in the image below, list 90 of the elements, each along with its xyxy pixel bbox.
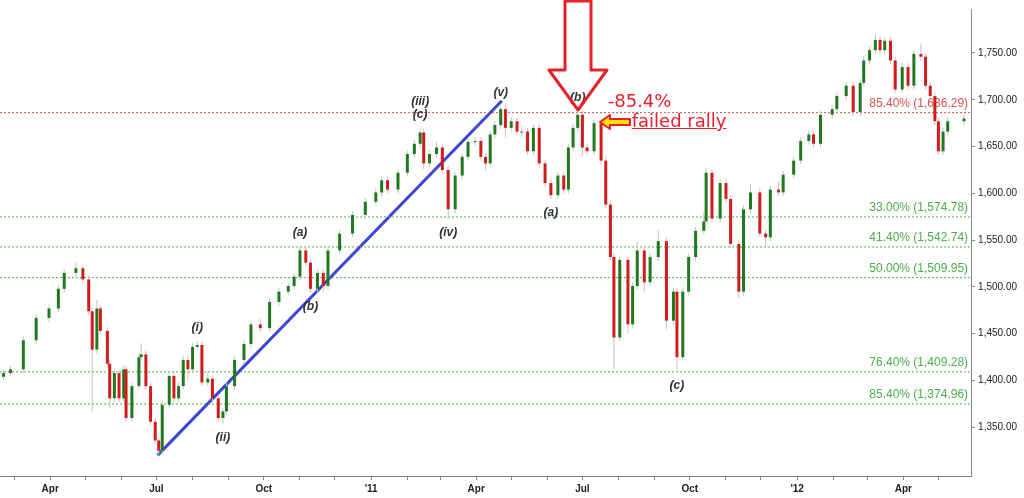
candlestick xyxy=(799,136,803,165)
candlestick xyxy=(835,91,839,114)
candlestick xyxy=(941,127,945,156)
candlestick xyxy=(210,374,214,403)
candlestick xyxy=(919,43,923,61)
candlestick xyxy=(493,120,497,139)
x-tick-label: Apr xyxy=(41,482,59,494)
candlestick xyxy=(503,104,507,138)
candlestick xyxy=(321,268,325,293)
ref-line-label: 76.40% (1,409.28) xyxy=(869,355,969,370)
candlestick xyxy=(74,262,78,278)
candlestick xyxy=(556,171,560,200)
candlestick xyxy=(405,149,409,178)
candlestick xyxy=(576,111,580,133)
candlestick xyxy=(748,183,752,214)
x-tick-label: '12 xyxy=(790,482,805,494)
candlestick xyxy=(292,272,296,291)
candlestick xyxy=(216,394,220,423)
y-tick-label: 1,700.00 xyxy=(978,93,1018,105)
candlestick xyxy=(889,36,893,65)
candlestick xyxy=(656,230,660,262)
candlestick xyxy=(543,159,547,188)
y-tick-label: 1,350.00 xyxy=(978,421,1018,433)
ref-line-label: 85.40% (1,374.96) xyxy=(869,387,969,402)
candlestick xyxy=(242,339,246,365)
annotation: (c) xyxy=(669,378,685,393)
x-tick-label: Oct xyxy=(681,482,699,494)
candlestick xyxy=(499,105,503,130)
x-tick-label: Apr xyxy=(894,482,913,494)
candlestick xyxy=(81,263,85,284)
candlestick xyxy=(56,284,60,313)
candlestick xyxy=(338,229,342,255)
candlestick xyxy=(363,197,367,220)
annotation: (a) xyxy=(292,225,308,240)
candlestick xyxy=(315,268,319,294)
candlestick xyxy=(562,171,566,194)
y-tick-label: 1,750.00 xyxy=(978,46,1018,58)
candlestick xyxy=(249,320,253,349)
ref-line-label: 41.40% (1,542.74) xyxy=(869,230,969,245)
candlestick xyxy=(396,168,400,194)
annotation: (iv) xyxy=(439,224,458,239)
candlestick xyxy=(186,355,190,382)
candlestick xyxy=(177,381,181,403)
candlestick xyxy=(900,62,904,94)
y-tick-label: 1,650.00 xyxy=(978,140,1018,152)
candlestick xyxy=(440,143,444,175)
x-tick-label: Jul xyxy=(149,482,164,494)
x-tick-label: '11 xyxy=(364,482,379,494)
candlestick xyxy=(724,178,728,204)
y-tick-label: 1,450.00 xyxy=(978,327,1018,339)
annotation: (a) xyxy=(543,205,559,220)
annotation: -85.4% xyxy=(607,89,672,111)
candlestick xyxy=(962,114,966,126)
y-tick-label: 1,550.00 xyxy=(978,233,1018,245)
ref-line-label: 33.00% (1,574.78) xyxy=(869,200,969,215)
candlestick xyxy=(906,62,910,90)
candlestick xyxy=(380,176,384,197)
candlestick xyxy=(460,152,464,180)
x-tick-label: Oct xyxy=(255,482,273,494)
candlestick xyxy=(304,246,308,267)
candlestick xyxy=(350,210,354,238)
candlestick xyxy=(520,125,524,138)
candlestick xyxy=(98,304,102,336)
ref-line-label: 50.00% (1,509.95) xyxy=(869,260,969,275)
annotation: (b) xyxy=(302,298,319,313)
candlestick xyxy=(62,268,66,294)
candlestick xyxy=(792,156,796,179)
annotation: failed rally xyxy=(631,109,727,131)
candlestick xyxy=(571,123,575,152)
candlestick xyxy=(466,137,470,162)
x-tick-label: Apr xyxy=(467,482,485,494)
y-tick-label: 1,500.00 xyxy=(978,280,1018,292)
x-tick-label: Jul xyxy=(575,482,590,494)
candlestick xyxy=(172,371,176,403)
annotation: (v) xyxy=(493,84,509,99)
candlestick xyxy=(34,313,38,345)
annotation: (iii) (c) xyxy=(411,94,430,122)
candlestick xyxy=(549,178,553,200)
candlestick xyxy=(526,127,530,156)
candlestick xyxy=(531,123,535,156)
candlestick xyxy=(473,136,477,147)
annotation: (ii) xyxy=(215,429,231,444)
y-tick-label: 1,400.00 xyxy=(978,374,1018,386)
candlestick xyxy=(479,136,483,162)
candlestick xyxy=(191,342,195,374)
annotation: (i) xyxy=(191,319,203,334)
y-tick-label: 1,600.00 xyxy=(978,187,1018,199)
candlestick xyxy=(418,128,422,149)
candlestick xyxy=(781,170,785,197)
candlestick xyxy=(873,33,877,55)
